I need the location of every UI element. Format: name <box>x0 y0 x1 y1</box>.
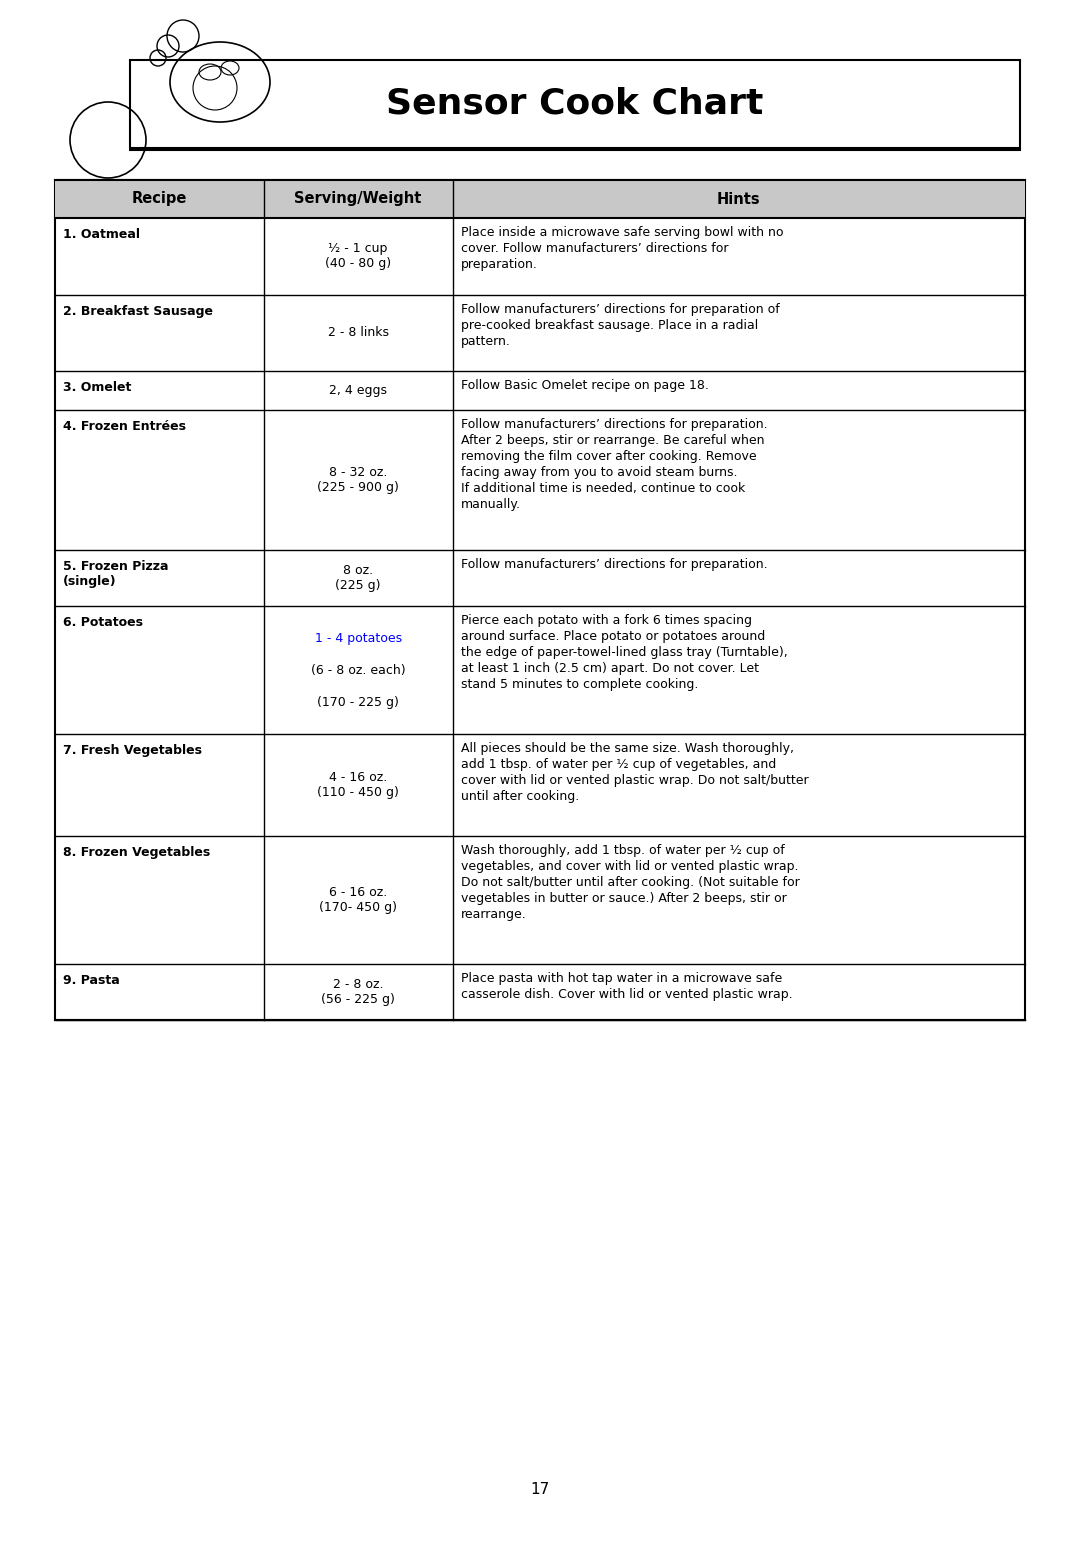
Text: Follow manufacturers’ directions for preparation.: Follow manufacturers’ directions for pre… <box>461 559 767 571</box>
Text: 4. Frozen Entrées: 4. Frozen Entrées <box>63 419 186 432</box>
Text: 17: 17 <box>530 1482 550 1498</box>
Text: (170 - 225 g): (170 - 225 g) <box>318 695 400 709</box>
Text: 8 oz.
(225 g): 8 oz. (225 g) <box>336 563 381 592</box>
Bar <box>55 180 1025 218</box>
Text: Place pasta with hot tap water in a microwave safe
casserole dish. Cover with li: Place pasta with hot tap water in a micr… <box>461 972 793 1000</box>
Text: 7. Fresh Vegetables: 7. Fresh Vegetables <box>63 743 202 757</box>
Text: 3. Omelet: 3. Omelet <box>63 382 132 394</box>
Text: Follow Basic Omelet recipe on page 18.: Follow Basic Omelet recipe on page 18. <box>461 379 708 393</box>
Text: 2 - 8 oz.
(56 - 225 g): 2 - 8 oz. (56 - 225 g) <box>321 978 395 1006</box>
Text: 1. Oatmeal: 1. Oatmeal <box>63 228 140 241</box>
Text: 2. Breakfast Sausage: 2. Breakfast Sausage <box>63 305 213 318</box>
Text: 8. Frozen Vegetables: 8. Frozen Vegetables <box>63 847 211 859</box>
Bar <box>55 180 1025 1020</box>
Text: (6 - 8 oz. each): (6 - 8 oz. each) <box>311 664 405 676</box>
Text: 8 - 32 oz.
(225 - 900 g): 8 - 32 oz. (225 - 900 g) <box>318 466 400 495</box>
Text: Wash thoroughly, add 1 tbsp. of water per ½ cup of
vegetables, and cover with li: Wash thoroughly, add 1 tbsp. of water pe… <box>461 844 799 922</box>
Text: 4 - 16 oz.
(110 - 450 g): 4 - 16 oz. (110 - 450 g) <box>318 772 400 800</box>
Text: Follow manufacturers’ directions for preparation.
After 2 beeps, stir or rearran: Follow manufacturers’ directions for pre… <box>461 418 767 510</box>
Text: 1 - 4 potatoes: 1 - 4 potatoes <box>314 632 402 645</box>
Text: 6 - 16 oz.
(170- 450 g): 6 - 16 oz. (170- 450 g) <box>319 886 397 914</box>
Text: 2, 4 eggs: 2, 4 eggs <box>329 383 387 398</box>
Text: Place inside a microwave safe serving bowl with no
cover. Follow manufacturers’ : Place inside a microwave safe serving bo… <box>461 225 783 271</box>
Text: Follow manufacturers’ directions for preparation of
pre-cooked breakfast sausage: Follow manufacturers’ directions for pre… <box>461 302 780 347</box>
Text: Hints: Hints <box>717 191 760 207</box>
Text: 6. Potatoes: 6. Potatoes <box>63 617 143 629</box>
Text: All pieces should be the same size. Wash thoroughly,
add 1 tbsp. of water per ½ : All pieces should be the same size. Wash… <box>461 742 808 803</box>
Text: 5. Frozen Pizza
(single): 5. Frozen Pizza (single) <box>63 560 168 588</box>
Text: Sensor Cook Chart: Sensor Cook Chart <box>387 88 764 121</box>
Text: 9. Pasta: 9. Pasta <box>63 973 120 988</box>
Bar <box>130 59 1020 149</box>
Text: Recipe: Recipe <box>132 191 187 207</box>
Text: ½ - 1 cup
(40 - 80 g): ½ - 1 cup (40 - 80 g) <box>325 243 391 271</box>
Text: Serving/Weight: Serving/Weight <box>295 191 422 207</box>
Text: Pierce each potato with a fork 6 times spacing
around surface. Place potato or p: Pierce each potato with a fork 6 times s… <box>461 613 787 692</box>
Text: 2 - 8 links: 2 - 8 links <box>327 327 389 340</box>
